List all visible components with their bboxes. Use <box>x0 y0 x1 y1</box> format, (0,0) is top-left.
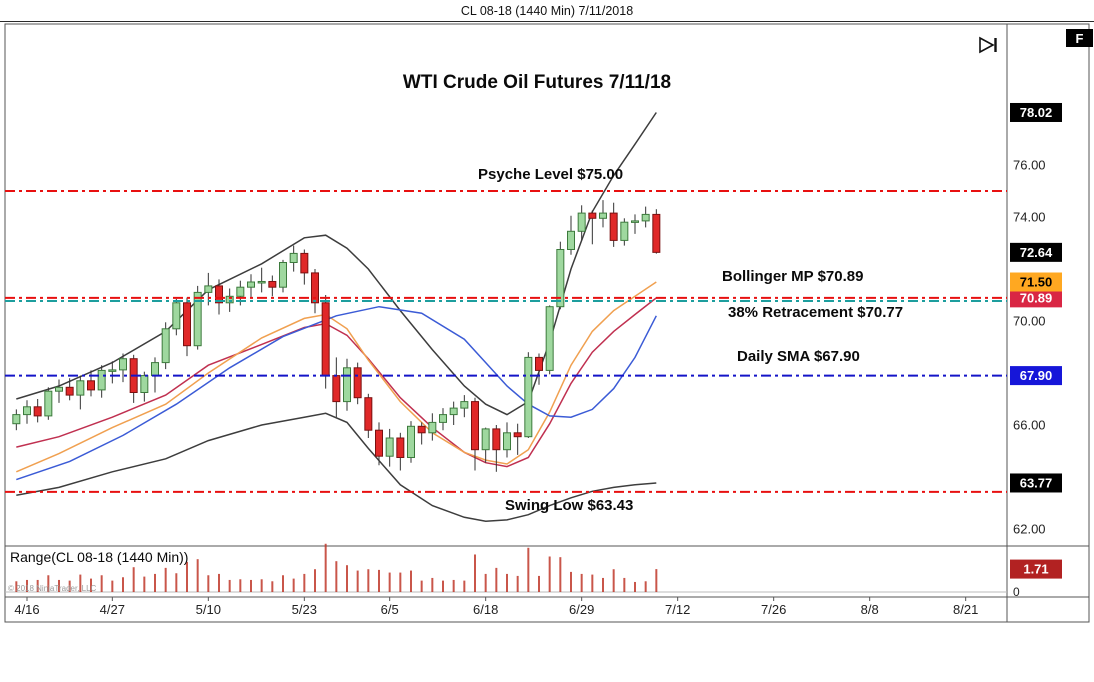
range-indicator-label: Range(CL 08-18 (1440 Min)) <box>10 549 189 565</box>
bollinger-lower-band <box>16 412 657 522</box>
hline-layer <box>5 190 1007 493</box>
price-tag-70.89 <box>1010 288 1062 308</box>
svg-text:70.00: 70.00 <box>1013 314 1046 329</box>
svg-text:5/23: 5/23 <box>292 602 317 617</box>
svg-text:0: 0 <box>1013 585 1020 599</box>
svg-text:5/10: 5/10 <box>196 602 221 617</box>
price-tag-78.02 <box>1010 102 1062 122</box>
svg-text:62.00: 62.00 <box>1013 522 1046 537</box>
svg-text:70.89: 70.89 <box>1020 290 1053 305</box>
svg-text:6/5: 6/5 <box>381 602 399 617</box>
ninjatrader-watermark: © 2018 NinjaTrader, LLC <box>8 584 97 593</box>
svg-text:66.00: 66.00 <box>1013 418 1046 433</box>
price-tag-72.64 <box>1010 242 1062 262</box>
annotation-psyche-level: Psyche Level $75.00 <box>478 166 624 183</box>
bollinger-middle-band <box>16 297 657 468</box>
go-to-end-icon[interactable] <box>976 34 1002 56</box>
slow-ma-blue <box>16 305 657 481</box>
svg-text:4/16: 4/16 <box>14 602 39 617</box>
time-axis-labels: 4/16 4/27 5/10 5/23 6/5 6/18 6/29 7/12 7/26 8/8 8/… <box>14 597 978 617</box>
svg-text:78.02: 78.02 <box>1020 105 1053 120</box>
svg-text:4/27: 4/27 <box>100 602 125 617</box>
focus-button[interactable]: F <box>1066 29 1093 47</box>
svg-text:8/21: 8/21 <box>953 602 978 617</box>
svg-text:67.90: 67.90 <box>1020 368 1053 383</box>
svg-text:7/26: 7/26 <box>761 602 786 617</box>
price-tag-67.90 <box>1010 366 1062 386</box>
annotation-bollinger-mp: Bollinger MP $70.89 <box>722 268 864 285</box>
annotation-retracement: 38% Retracement $70.77 <box>728 304 904 321</box>
fast-ma-orange <box>16 281 657 473</box>
svg-text:76.00: 76.00 <box>1013 158 1046 173</box>
svg-text:6/29: 6/29 <box>569 602 594 617</box>
svg-text:7/12: 7/12 <box>665 602 690 617</box>
svg-text:63.77: 63.77 <box>1020 475 1053 490</box>
window-title: CL 08-18 (1440 Min) 7/11/2018 <box>460 3 634 18</box>
price-axis-labels: 76.00 74.00 70.00 66.00 62.00 0 <box>1013 158 1046 600</box>
price-tag-1.71 <box>1010 559 1062 579</box>
candlestick-layer <box>12 200 661 472</box>
svg-text:6/18: 6/18 <box>473 602 498 617</box>
svg-text:74.00: 74.00 <box>1013 210 1046 225</box>
chart-title: WTI Crude Oil Futures 7/11/18 <box>402 72 672 93</box>
svg-text:1.71: 1.71 <box>1023 562 1048 577</box>
price-tag-63.77 <box>1010 473 1062 493</box>
svg-text:72.64: 72.64 <box>1020 245 1053 260</box>
annotation-daily-sma: Daily SMA $67.90 <box>737 348 860 365</box>
window-title-bar: CL 08-18 (1440 Min) 7/11/2018 <box>0 0 1094 22</box>
svg-text:8/8: 8/8 <box>861 602 879 617</box>
annotation-swing-low: Swing Low $63.43 <box>505 497 634 514</box>
svg-text:71.50: 71.50 <box>1020 275 1053 290</box>
price-tag-71.50 <box>1010 272 1062 292</box>
range-bar-layer <box>15 543 658 592</box>
